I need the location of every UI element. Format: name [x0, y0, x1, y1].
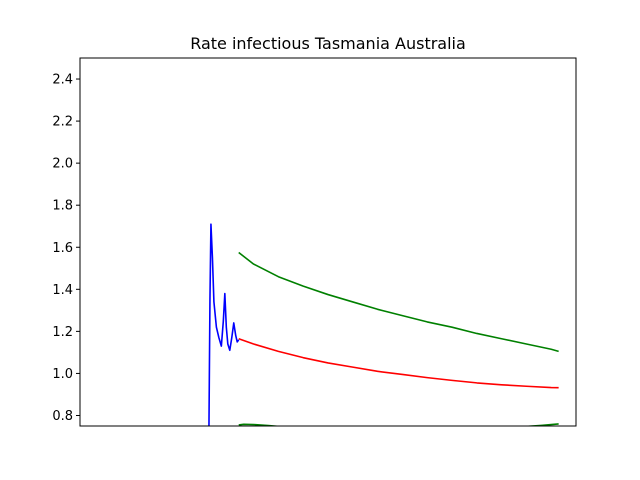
y-tick-label: 2.0 — [52, 157, 73, 172]
y-axis: 0.8 1.0 1.2 1.4 1.6 1.8 2.0 2.2 2.4 — [52, 73, 80, 424]
y-tick-label: 0.8 — [52, 409, 73, 424]
y-tick-label: 1.2 — [52, 325, 73, 340]
y-tick-label: 2.2 — [52, 115, 73, 130]
chart-title: Rate infectious Tasmania Australia — [190, 34, 466, 53]
y-tick-label: 1.4 — [52, 283, 73, 298]
plot-frame — [79, 57, 577, 427]
y-tick-label: 1.8 — [52, 199, 73, 214]
y-tick-label: 1.6 — [52, 241, 73, 256]
series-line-2 — [238, 337, 559, 389]
y-tick-label: 2.4 — [52, 73, 73, 88]
series-line-3 — [238, 251, 559, 353]
series-line-1 — [208, 223, 240, 426]
y-tick-label: 1.0 — [52, 367, 73, 382]
